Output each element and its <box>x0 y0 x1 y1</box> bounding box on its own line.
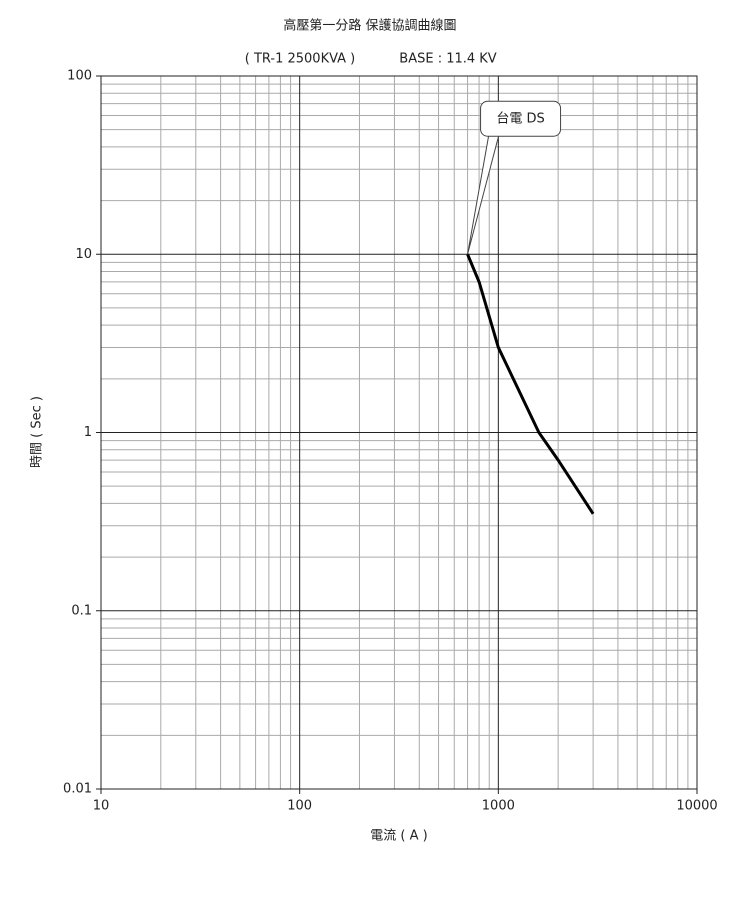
callout-box <box>480 100 562 137</box>
curve <box>466 253 595 515</box>
x-tick-label: 100 <box>287 799 312 814</box>
chart-subtitle: BASE : 11.4 KV <box>399 52 497 67</box>
y-tick-label: 1 <box>84 425 92 440</box>
plot-frame <box>100 75 698 790</box>
x-tick-label: 10000 <box>676 799 717 814</box>
chart-title: 高壓第一分路 保護協調曲線圖 <box>283 18 456 34</box>
x-axis-label: 電流 ( A ) <box>370 829 427 844</box>
callout-pointer <box>467 136 500 255</box>
x-tick-label: 10 <box>93 799 110 814</box>
y-tick-label: 100 <box>67 69 92 84</box>
x-tick-label: 1000 <box>482 799 515 814</box>
series-label: 台電 DS <box>496 111 544 126</box>
y-tick-label: 0.1 <box>71 603 92 618</box>
y-tick-label: 10 <box>75 247 92 262</box>
y-tick-label: 0.01 <box>63 782 92 797</box>
chart-subtitle: ( TR-1 2500KVA ) <box>245 52 356 67</box>
y-axis-label: 時間 ( Sec ) <box>30 396 45 468</box>
